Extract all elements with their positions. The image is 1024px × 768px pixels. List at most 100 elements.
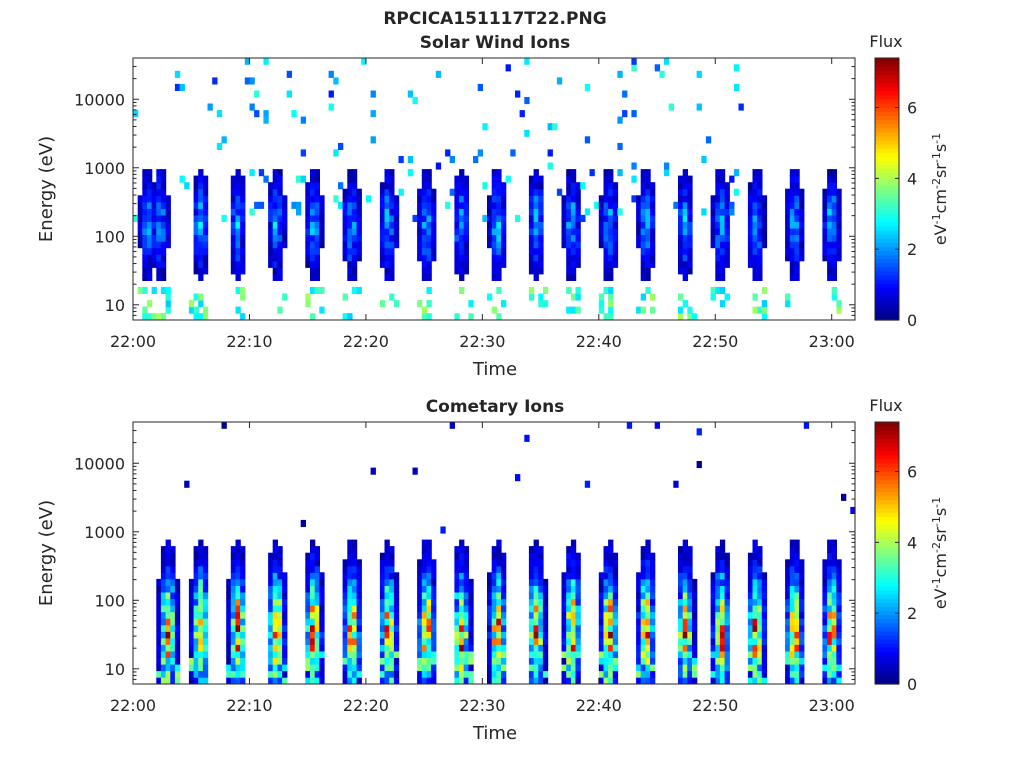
flux-cell bbox=[501, 592, 507, 600]
flux-cell bbox=[356, 201, 362, 209]
flux-cell bbox=[715, 605, 721, 613]
flux-cell bbox=[160, 313, 167, 321]
flux-cell bbox=[454, 637, 460, 645]
flux-cell bbox=[156, 644, 162, 652]
flux-cell bbox=[566, 631, 572, 639]
flux-cell bbox=[752, 254, 758, 262]
flux-cell bbox=[230, 618, 237, 626]
flux-cell bbox=[319, 637, 325, 645]
flux-cell bbox=[351, 644, 358, 652]
flux-cell bbox=[230, 195, 237, 203]
flux-cell bbox=[608, 234, 614, 242]
colorbar-segment bbox=[875, 467, 899, 472]
flux-cell bbox=[342, 201, 348, 209]
flux-cell bbox=[538, 650, 544, 658]
flux-cell bbox=[160, 254, 167, 262]
flux-cell bbox=[342, 247, 348, 255]
flux-cell bbox=[542, 611, 549, 619]
flux-cell bbox=[142, 208, 148, 216]
flux-cell bbox=[277, 631, 283, 639]
flux-cell bbox=[277, 565, 283, 573]
flux-cell bbox=[724, 585, 730, 593]
flux-cell bbox=[757, 605, 763, 613]
flux-cell bbox=[431, 618, 437, 626]
flux-cell bbox=[761, 578, 768, 586]
flux-cell bbox=[575, 182, 581, 190]
flux-cell bbox=[785, 241, 791, 249]
flux-cell bbox=[342, 657, 348, 665]
flux-cell bbox=[487, 228, 493, 236]
flux-cell bbox=[678, 624, 684, 632]
flux-cell bbox=[431, 195, 437, 203]
flux-cell bbox=[757, 234, 763, 242]
flux-cell bbox=[789, 637, 796, 645]
flux-cell bbox=[160, 611, 167, 619]
flux-cell bbox=[421, 618, 428, 626]
flux-cell bbox=[426, 605, 432, 613]
flux-cell bbox=[575, 578, 581, 586]
flux-cell bbox=[575, 650, 581, 658]
flux-cell bbox=[156, 182, 162, 190]
flux-cell bbox=[682, 565, 688, 573]
flux-cell bbox=[160, 208, 167, 216]
flux-cell bbox=[678, 552, 684, 560]
flux-cell bbox=[715, 208, 721, 216]
flux-cell bbox=[240, 228, 246, 236]
flux-cell bbox=[226, 578, 232, 586]
flux-cell bbox=[272, 677, 278, 685]
flux-cell bbox=[761, 644, 768, 652]
flux-cell bbox=[757, 677, 763, 685]
flux-cell bbox=[622, 90, 628, 98]
flux-cell bbox=[407, 169, 414, 177]
flux-cell bbox=[533, 624, 539, 632]
colorbar-segment bbox=[875, 213, 899, 219]
flux-cell bbox=[603, 182, 609, 190]
flux-cell bbox=[533, 677, 539, 685]
flux-cell bbox=[719, 670, 726, 678]
colorbar-segment bbox=[875, 520, 899, 525]
flux-cell bbox=[365, 195, 372, 203]
flux-cell bbox=[570, 592, 577, 600]
flux-cell bbox=[347, 677, 353, 685]
colorbar-segment bbox=[875, 606, 899, 611]
flux-cell bbox=[240, 313, 246, 321]
flux-cell bbox=[454, 624, 460, 632]
flux-cell bbox=[491, 677, 497, 685]
flux-cell bbox=[678, 631, 684, 639]
y-tick-label: 10 bbox=[105, 660, 125, 679]
flux-cell bbox=[757, 559, 763, 567]
flux-cell bbox=[687, 605, 693, 613]
flux-cell bbox=[538, 631, 544, 639]
flux-cell bbox=[351, 585, 358, 593]
flux-cell bbox=[491, 565, 497, 573]
flux-cell bbox=[640, 228, 646, 236]
flux-cell bbox=[421, 234, 428, 242]
flux-cell bbox=[188, 624, 195, 632]
flux-cell bbox=[827, 585, 833, 593]
flux-cell bbox=[426, 565, 432, 573]
flux-cell bbox=[636, 306, 642, 314]
flux-cell bbox=[682, 611, 688, 619]
flux-cell bbox=[417, 657, 423, 665]
flux-cell bbox=[170, 637, 176, 645]
flux-cell bbox=[556, 188, 563, 196]
flux-cell bbox=[566, 578, 572, 586]
flux-cell bbox=[575, 254, 581, 262]
flux-cell bbox=[417, 254, 423, 262]
flux-cell bbox=[715, 188, 721, 196]
flux-cell bbox=[645, 169, 651, 177]
flux-cell bbox=[170, 677, 176, 685]
flux-cell bbox=[347, 611, 353, 619]
flux-cell bbox=[678, 208, 684, 216]
flux-cell bbox=[822, 234, 828, 242]
flux-cell bbox=[645, 618, 651, 626]
flux-cell bbox=[202, 657, 209, 665]
flux-cell bbox=[636, 631, 642, 639]
flux-cell bbox=[277, 657, 283, 665]
flux-cell bbox=[296, 208, 302, 216]
flux-cell bbox=[724, 254, 730, 262]
flux-cell bbox=[719, 637, 726, 645]
colorbar-segment bbox=[875, 262, 899, 268]
flux-cell bbox=[794, 175, 800, 183]
flux-cell bbox=[137, 208, 143, 216]
